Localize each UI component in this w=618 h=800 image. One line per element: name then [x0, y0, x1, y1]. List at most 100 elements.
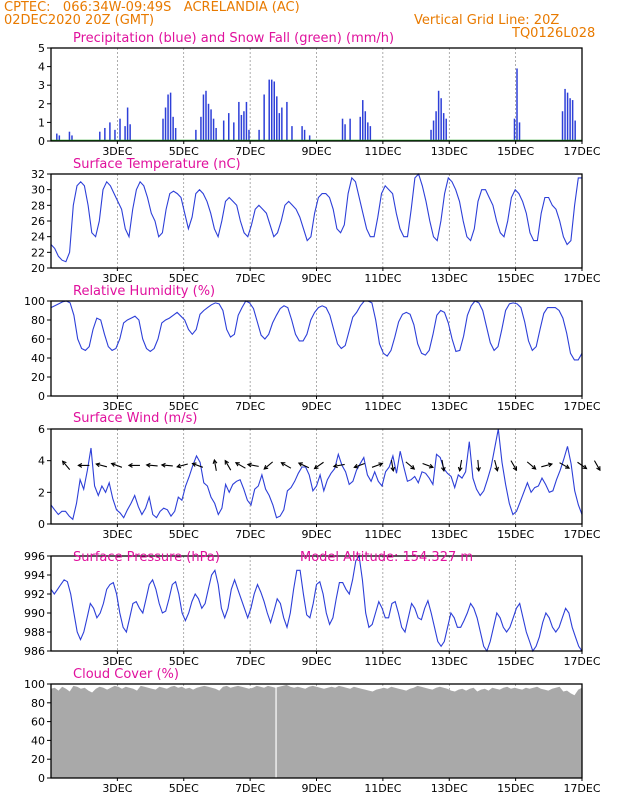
y-tick-label: 20 — [31, 262, 45, 275]
precip-bar — [210, 109, 212, 141]
y-tick-label: 3 — [38, 79, 45, 92]
precip-bar — [303, 129, 306, 141]
y-tick-label: 988 — [24, 626, 45, 639]
precip-bar — [124, 126, 126, 141]
wind-arrow-shaft — [247, 463, 259, 467]
x-tick-label: 13DEC — [431, 782, 468, 795]
y-tick-label: 0 — [38, 390, 45, 403]
precip-bar — [71, 135, 73, 141]
x-tick-label: 3DEC — [102, 272, 132, 285]
panel-title: Surface Wind (m/s) — [73, 411, 197, 426]
wind-arrow-head — [95, 462, 101, 468]
x-tick-label: 5DEC — [169, 145, 199, 158]
panel-wind — [47, 428, 583, 527]
y-tick-label: 100 — [24, 295, 45, 308]
precip-bar — [233, 122, 235, 141]
x-tick-label: 9DEC — [301, 528, 331, 541]
panel-rh — [47, 300, 583, 399]
x-tick-label: 5DEC — [169, 782, 199, 795]
wind-arrow-head — [332, 463, 338, 469]
precip-bar — [308, 135, 311, 141]
y-tick-label: 4 — [38, 455, 45, 468]
x-tick-label: 11DEC — [364, 528, 401, 541]
x-tick-label: 11DEC — [364, 782, 401, 795]
wind-arrow-shaft — [161, 464, 173, 467]
precip-bar — [240, 114, 243, 141]
precip-bar — [238, 101, 240, 141]
y-tick-label: 4 — [38, 61, 45, 74]
wind-arrow — [127, 463, 140, 468]
wind-arrow — [110, 462, 123, 468]
y-tick-label: 996 — [24, 550, 45, 563]
precip-bar — [268, 79, 270, 141]
wind-arrow-shaft — [333, 463, 345, 467]
precip-bar — [263, 94, 265, 141]
wind-arrow-shaft — [192, 463, 204, 468]
precip-bar — [430, 129, 432, 141]
precip-bar — [248, 129, 250, 141]
x-tick-label: 3DEC — [102, 782, 132, 795]
wind-arrow-shaft — [422, 463, 434, 468]
x-tick-label: 3DEC — [102, 400, 132, 413]
y-tick-label: 60 — [31, 716, 45, 729]
wind-arrow-head — [390, 466, 396, 472]
wind-arrow-shaft — [62, 460, 71, 470]
wind-arrow — [476, 459, 481, 473]
precip-bar — [278, 113, 281, 141]
wind-arrow-head — [428, 463, 435, 469]
wind-arrow-head — [246, 462, 252, 468]
precip-bar — [286, 101, 288, 141]
y-tick-label: 40 — [31, 352, 45, 365]
y-tick-label: 986 — [24, 645, 45, 658]
wind-arrow-shaft — [298, 462, 310, 469]
x-tick-label: 17DEC — [563, 272, 600, 285]
precip-bar — [276, 96, 278, 141]
panel-precip — [47, 47, 583, 144]
y-tick-label: 40 — [31, 734, 45, 747]
x-tick-label: 7DEC — [235, 528, 265, 541]
wind-arrow-head — [110, 462, 116, 467]
x-tick-label: 17DEC — [563, 528, 600, 541]
header-location: CPTEC: 066:34W-09:49S ACRELANDIA (AC) — [4, 0, 300, 15]
y-tick-label: 30 — [31, 184, 45, 197]
y-tick-label: 0 — [38, 772, 45, 785]
wind-arrow-head — [313, 464, 319, 470]
wind-arrow — [212, 458, 218, 471]
wind-arrow-head — [212, 458, 218, 464]
wind-arrow — [457, 459, 463, 472]
wind-arrow-head — [191, 462, 197, 467]
wind-arrow-head — [353, 463, 359, 469]
panel-title: Precipitation (blue) and Snow Fall (gree… — [73, 31, 394, 46]
precip-bar — [364, 111, 367, 141]
header-datetime: 02DEC2020 20Z (GMT) — [4, 13, 155, 28]
x-tick-label: 13DEC — [431, 145, 468, 158]
wind-arrow-shaft — [494, 459, 498, 471]
x-tick-label: 17DEC — [563, 782, 600, 795]
wind-arrow — [234, 462, 246, 469]
x-tick-label: 7DEC — [235, 272, 265, 285]
wind-arrow — [313, 461, 324, 470]
precip-bar — [273, 81, 276, 141]
precip-bar — [207, 103, 210, 141]
precip-bar — [68, 131, 71, 141]
wind-arrow-head — [582, 464, 588, 470]
x-tick-label: 9DEC — [301, 145, 331, 158]
wind-arrow — [353, 463, 365, 469]
y-tick-label: 22 — [31, 246, 45, 259]
precip-bar — [571, 100, 574, 141]
x-tick-label: 15DEC — [497, 272, 534, 285]
x-tick-label: 9DEC — [301, 400, 331, 413]
x-tick-label: 9DEC — [301, 782, 331, 795]
wind-arrow-head — [280, 462, 286, 467]
x-tick-label: 13DEC — [431, 272, 468, 285]
wind-arrow-shaft — [146, 464, 158, 467]
rh-series-line — [50, 300, 583, 361]
wind-arrow — [510, 460, 518, 472]
header-grid-note: Vertical Grid Line: 20Z — [414, 13, 560, 28]
precip-bar — [516, 68, 518, 141]
y-tick-label: 6 — [38, 423, 45, 436]
wind-series-line — [50, 428, 583, 521]
panel-title: Cloud Cover (%) — [73, 667, 179, 682]
wind-arrow-shaft — [405, 461, 415, 470]
wind-arrow-head — [476, 467, 481, 473]
